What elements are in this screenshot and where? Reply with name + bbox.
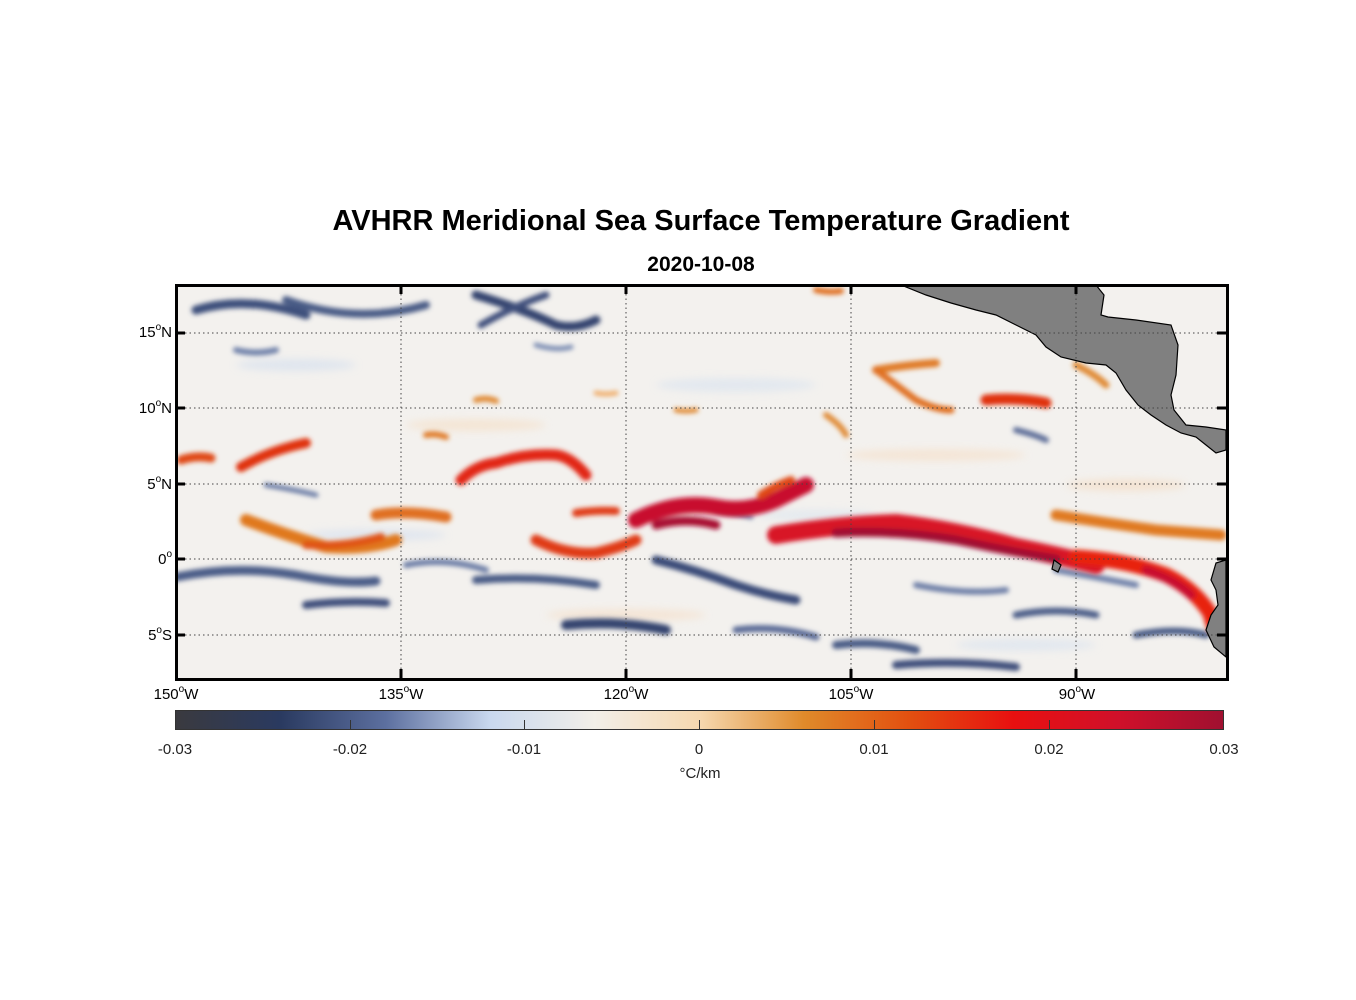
land xyxy=(900,285,1226,658)
lon-label-105w: 105oW xyxy=(828,684,874,703)
galapagos-islands xyxy=(1051,558,1062,573)
positive-gradient-bands xyxy=(176,287,1226,633)
colorbar-tick xyxy=(524,720,525,730)
lon-label-120w: 120oW xyxy=(603,684,649,703)
colorbar-units: °C/km xyxy=(679,765,721,782)
south-america-coast xyxy=(1205,559,1226,658)
figure-date: 2020-10-08 xyxy=(647,253,755,276)
lat-label-equator: 0o xyxy=(158,549,172,568)
lat-label-5n: 5oN xyxy=(147,474,172,493)
lat-label-5s: 5oS xyxy=(148,625,172,644)
lon-label-90w: 90oW xyxy=(1058,684,1096,703)
lat-label-10n: 10oN xyxy=(138,398,172,417)
background-texture xyxy=(236,359,1186,651)
map-panel xyxy=(176,285,1226,678)
lat-label-15n: 15oN xyxy=(138,322,172,341)
negative-gradient-bands xyxy=(176,290,1210,671)
central-america-landmass xyxy=(900,285,1226,454)
colorbar-tick-label: 0.03 xyxy=(1209,741,1239,758)
colorbar-tick xyxy=(350,720,351,730)
lon-label-135w: 135oW xyxy=(378,684,424,703)
lon-label-150w: 150oW xyxy=(153,684,199,703)
figure-title: AVHRR Meridional Sea Surface Temperature… xyxy=(332,205,1070,237)
colorbar-tick xyxy=(1049,720,1050,730)
colorbar-tick-label: -0.02 xyxy=(332,741,368,758)
colorbar-tick-label: 0.02 xyxy=(1034,741,1064,758)
colorbar-tick-label: 0 xyxy=(694,741,704,758)
colorbar-tick-label: 0.01 xyxy=(859,741,889,758)
colorbar-tick-label: -0.03 xyxy=(157,741,193,758)
colorbar-tick xyxy=(699,720,700,730)
colorbar-tick-label: -0.01 xyxy=(506,741,542,758)
sst-gradient-map xyxy=(176,285,1226,678)
colorbar-tick xyxy=(874,720,875,730)
